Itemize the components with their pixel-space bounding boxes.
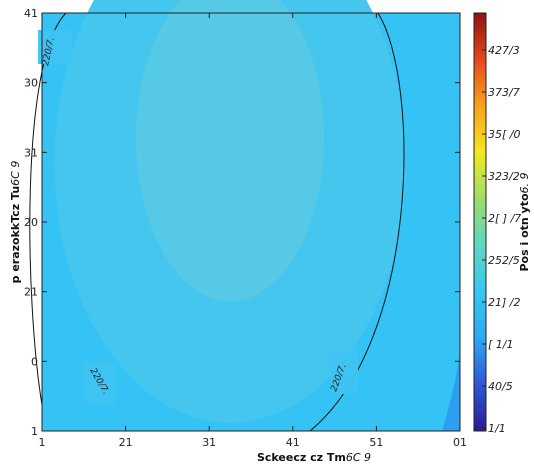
colorbar-label: Pos i otn yto6. 9 <box>518 172 531 271</box>
colorbar-tick-label: 427/3 <box>488 44 520 57</box>
contour-label-bg <box>38 30 72 64</box>
colorbar-tick-label: 35[ /0 <box>488 128 521 141</box>
y-tick-label: 1 <box>31 425 38 438</box>
colorbar-tick-label: 2[ ] /7 <box>488 212 521 225</box>
colorbar-tick-label: 21] /2 <box>488 296 521 309</box>
x-axis: 1 21 31 41 51 01 <box>39 13 467 449</box>
y-tick-label: 0 <box>31 355 38 368</box>
colorbar-tick-label: [ 1/1 <box>488 338 514 351</box>
colorbar-tick-label: 1/1 <box>488 422 506 435</box>
contour-fill-corner <box>442 341 460 431</box>
contour-fill-center <box>136 0 325 302</box>
y-tick-label: 20 <box>24 216 38 229</box>
x-tick-label: 41 <box>286 436 300 449</box>
colorbar-tick-label: 323/2 <box>488 170 520 183</box>
contour-label-bg <box>330 350 358 394</box>
y-axis: 1 0 21 20 31 30 41 <box>24 7 460 438</box>
y-axis-label-main: p erazokkTcz Tu <box>9 186 22 284</box>
y-tick-label: 31 <box>24 146 38 159</box>
y-tick-label: 21 <box>24 286 38 299</box>
x-tick-label: 31 <box>202 436 216 449</box>
y-axis-label: p erazokkTcz Tu6C 9 <box>9 161 22 284</box>
y-axis-label-unit: 6C 9 <box>9 161 22 186</box>
colorbar-tick-label: 252/5 <box>488 254 520 267</box>
colorbar-label-main: Pos i otn yto <box>518 193 531 272</box>
x-axis-label: Sckeecz cz Tm6C 9 <box>257 451 371 464</box>
y-tick-label: 41 <box>24 7 38 20</box>
x-axis-label-unit: 6C 9 <box>346 451 371 464</box>
x-tick-label: 1 <box>39 436 46 449</box>
plot-area: 220/7. 220/7. 220/7. <box>29 0 461 432</box>
colorbar-ticks: 1/1 40/5 [ 1/1 21] /2 252/5 2[ ] /7 323/2 35[ /… <box>482 44 521 435</box>
x-tick-label: 01 <box>453 436 467 449</box>
y-tick-label: 30 <box>24 77 38 90</box>
colorbar-tick-label: 373/7 <box>488 86 520 99</box>
contour-label-bg <box>84 362 116 404</box>
x-tick-label: 51 <box>369 436 383 449</box>
colorbar: 1/1 40/5 [ 1/1 21] /2 252/5 2[ ] /7 323/2 35[ /… <box>473 12 531 435</box>
x-axis-label-main: Sckeecz cz Tm <box>257 451 346 464</box>
colorbar-gradient <box>473 12 487 432</box>
colorbar-tick-label: 40/5 <box>488 380 513 393</box>
colorbar-label-unit: 6. 9 <box>518 172 531 193</box>
x-tick-label: 21 <box>119 436 133 449</box>
